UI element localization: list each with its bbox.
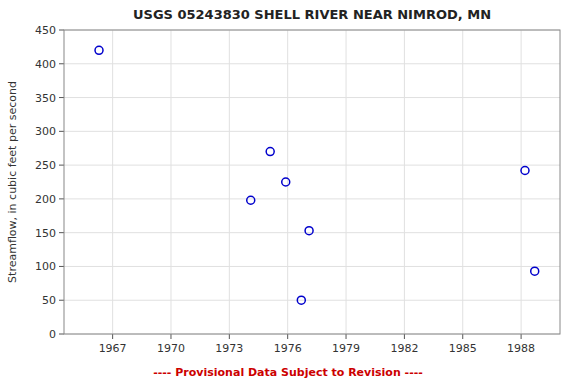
tick-y (59, 165, 64, 166)
tick-label-y: 50 (42, 294, 56, 307)
tick-label-y: 100 (35, 260, 56, 273)
point (531, 267, 539, 275)
tick-label-x: 1976 (274, 342, 302, 355)
grid-line-x (404, 30, 405, 334)
point (297, 296, 305, 304)
tick-label-x: 1988 (507, 342, 535, 355)
tick-label-x: 1970 (157, 342, 185, 355)
point (305, 227, 313, 235)
grid-line-x (287, 30, 288, 334)
footnote: ---- Provisional Data Subject to Revisio… (153, 366, 423, 379)
tick-x (112, 334, 113, 339)
tick-x (170, 334, 171, 339)
tick-x (521, 334, 522, 339)
grid-line-y (64, 63, 560, 64)
grid-line-x (346, 30, 347, 334)
tick-y (59, 63, 64, 64)
tick-label-x: 1967 (99, 342, 127, 355)
grid-line-x (521, 30, 522, 334)
tick-label-x: 1979 (332, 342, 360, 355)
tick-label-y: 350 (35, 92, 56, 105)
grid-line-y (64, 131, 560, 132)
grid-line-y (64, 97, 560, 98)
tick-label-y: 300 (35, 125, 56, 138)
plot-frame (64, 30, 560, 334)
tick-y (59, 30, 64, 31)
grid-line-x (229, 30, 230, 334)
tick-label-x: 1985 (449, 342, 477, 355)
plot-background (64, 30, 560, 334)
y-axis-label: Streamflow, in cubic feet per second (6, 81, 19, 283)
tick-x (462, 334, 463, 339)
tick-label-y: 400 (35, 58, 56, 71)
point (282, 178, 290, 186)
tick-label-y: 250 (35, 159, 56, 172)
grid-line-y (64, 198, 560, 199)
grid-line-y (64, 266, 560, 267)
tick-y (59, 300, 64, 301)
axes: 1967 1970 1973 1976 1979 1982 1985 1988 0 50 100 15… (35, 24, 535, 355)
tick-y (59, 232, 64, 233)
grid-line-x (170, 30, 171, 334)
tick-x (404, 334, 405, 339)
tick-label-y: 200 (35, 193, 56, 206)
grid (64, 30, 560, 334)
point (521, 167, 529, 175)
points (95, 46, 539, 304)
tick-label-y: 150 (35, 227, 56, 240)
tick-label-x: 1973 (215, 342, 243, 355)
chart-svg: 1967 1970 1973 1976 1979 1982 1985 1988 0 50 100 15… (0, 0, 576, 384)
title: USGS 05243830 SHELL RIVER NEAR NIMROD, M… (133, 7, 491, 22)
grid-line-y (64, 165, 560, 166)
point (266, 148, 274, 156)
tick-label-y: 450 (35, 24, 56, 37)
tick-y (59, 131, 64, 132)
tick-x (346, 334, 347, 339)
tick-x (287, 334, 288, 339)
tick-y (59, 266, 64, 267)
tick-y (59, 198, 64, 199)
tick-label-x: 1982 (390, 342, 418, 355)
tick-y (59, 334, 64, 335)
grid-line-x (462, 30, 463, 334)
chart-container: 1967 1970 1973 1976 1979 1982 1985 1988 0 50 100 15… (0, 0, 576, 384)
point (95, 46, 103, 54)
tick-label-y: 0 (49, 328, 56, 341)
point (247, 196, 255, 204)
tick-y (59, 97, 64, 98)
grid-line-y (64, 300, 560, 301)
grid-line-x (112, 30, 113, 334)
tick-x (229, 334, 230, 339)
